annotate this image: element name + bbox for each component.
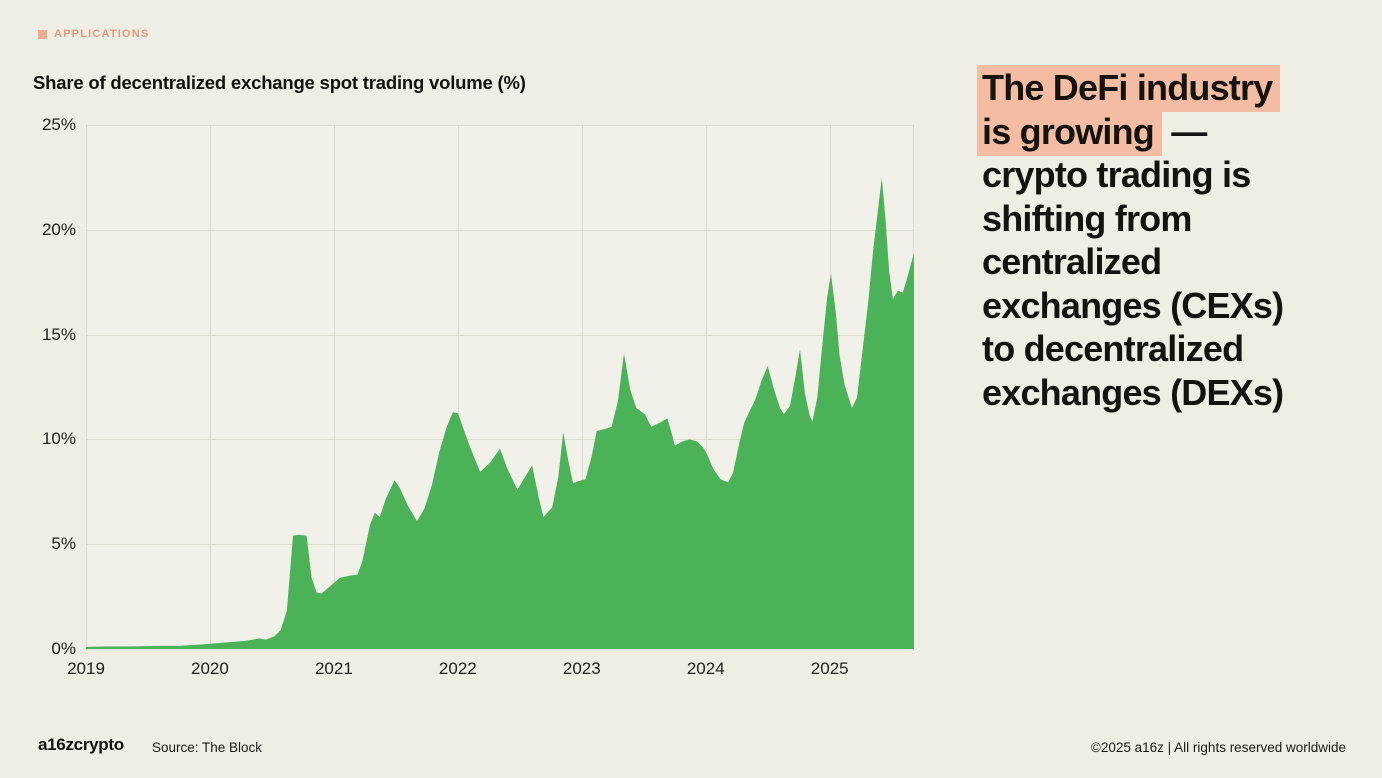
x-axis-label: 2019 (67, 659, 105, 678)
y-axis-label: 15% (41, 324, 76, 344)
y-axis-label: 25% (41, 115, 76, 134)
dex-share-area-series (86, 177, 914, 649)
tag-label: APPLICATIONS (54, 28, 150, 40)
chart-title: Share of decentralized exchange spot tra… (33, 72, 526, 93)
y-axis-label: 0% (51, 639, 76, 658)
source-note: Source: The Block (152, 740, 263, 755)
headline: The DeFi industry is growing — crypto trad… (977, 65, 1362, 414)
headline-line: centralized (982, 241, 1162, 282)
headline-highlight: The DeFi industry (977, 65, 1281, 112)
headline-line: exchanges (CEXs) (982, 284, 1284, 326)
x-axis-label: 2024 (686, 659, 725, 678)
copyright-note: ©2025 a16z | All rights reserved worldwi… (1090, 740, 1346, 755)
x-axis-label: 2023 (562, 659, 601, 678)
headline-highlight: is growing (977, 108, 1163, 156)
tag-square-icon (38, 29, 47, 39)
category-tag: APPLICATIONS (38, 28, 149, 40)
dex-share-area-chart (86, 125, 914, 649)
a16zcrypto-logo: a16zcrypto (38, 735, 124, 754)
headline-line: exchanges (DEXs) (982, 371, 1284, 413)
y-axis-label: 10% (41, 429, 76, 449)
headline-line: is growing — (977, 108, 1362, 156)
x-axis-label: 2020 (191, 659, 229, 678)
headline-line: crypto trading is (982, 154, 1251, 195)
headline-line: The DeFi industry (977, 65, 1362, 112)
y-axis-label: 20% (41, 219, 76, 239)
x-axis-label: 2025 (810, 659, 849, 678)
headline-line: shifting from (982, 197, 1192, 239)
x-axis-label: 2021 (314, 659, 353, 678)
y-axis-label: 5% (51, 534, 76, 554)
headline-line: to decentralized (982, 328, 1244, 369)
x-axis-label: 2022 (438, 659, 477, 678)
